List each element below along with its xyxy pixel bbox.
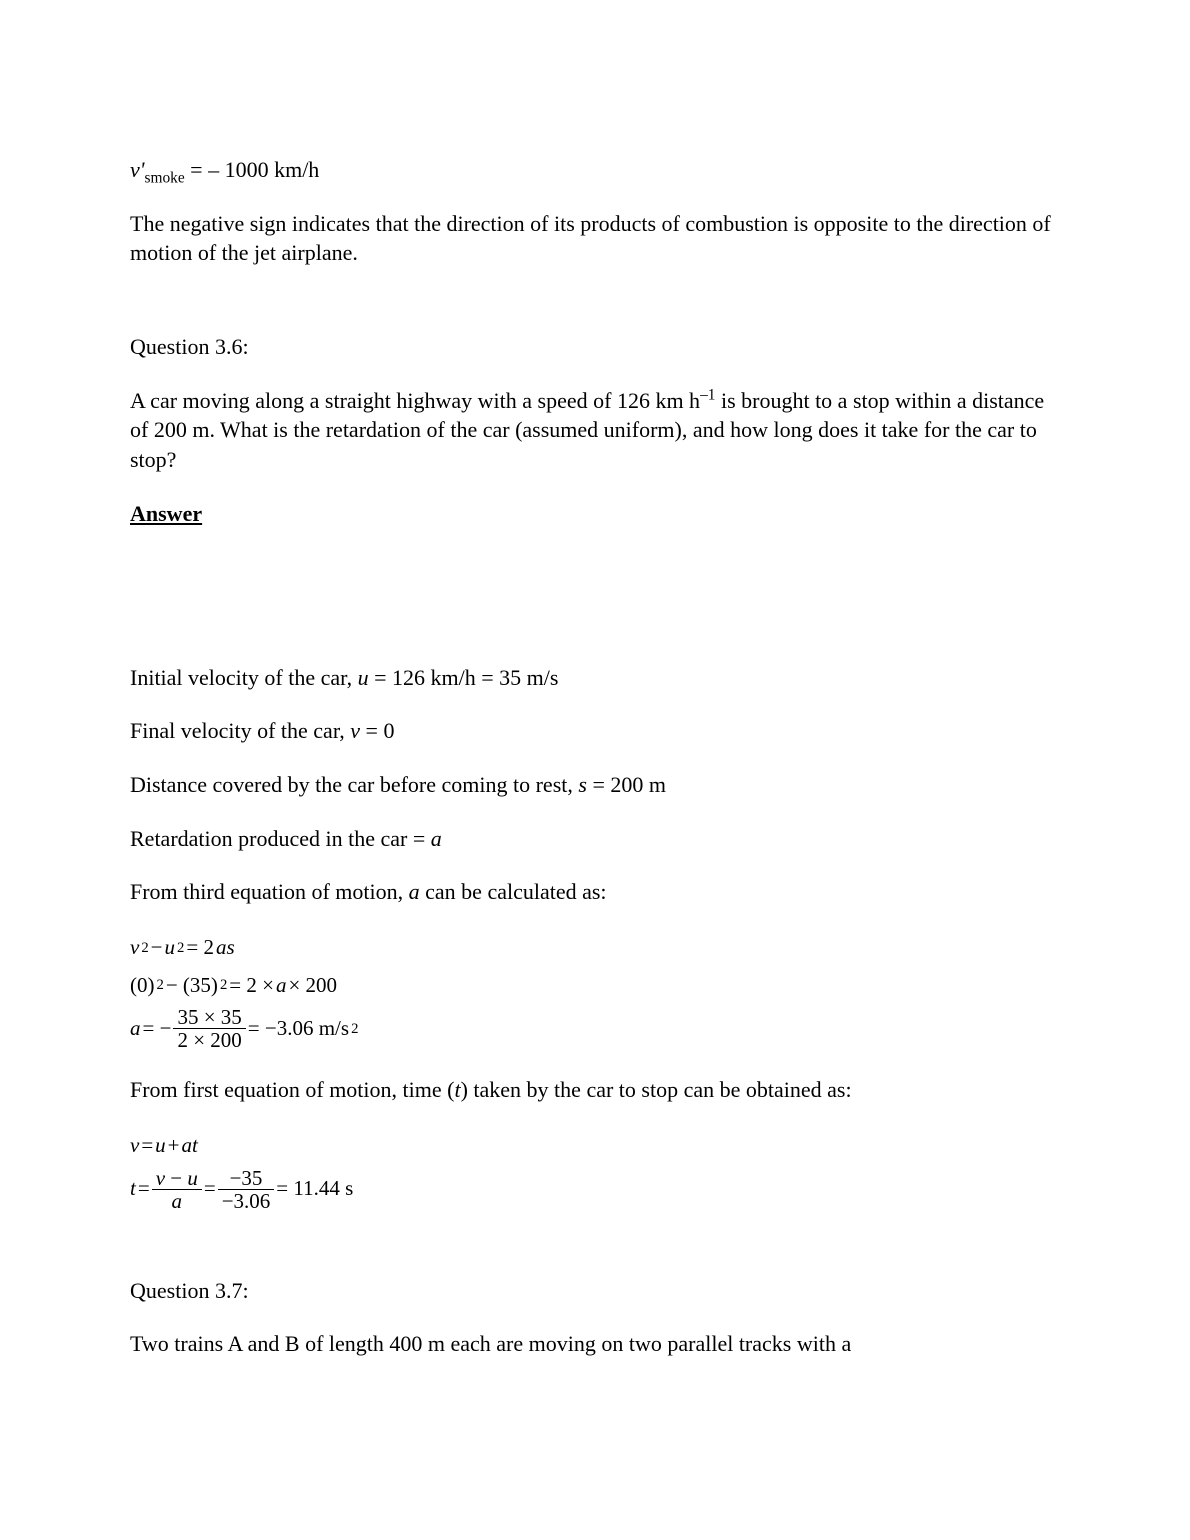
smoke-velocity-equation: v'smoke = – 1000 km/h — [130, 155, 1060, 185]
eq-t-result: t = v − u a = −35 −3.06 = 11.44 s — [130, 1167, 1060, 1212]
answer-label: Answer — [130, 499, 1060, 529]
question-3-7-title: Question 3.7: — [130, 1276, 1060, 1306]
equation-block-2: v = u + at t = v − u a = −35 −3.06 = 11.… — [130, 1129, 1060, 1212]
initial-velocity-line: Initial velocity of the car, u = 126 km/… — [130, 663, 1060, 693]
question-3-6-title: Question 3.6: — [130, 332, 1060, 362]
smoke-var: v' — [130, 157, 144, 182]
smoke-sub: smoke — [144, 169, 184, 186]
eq-numeric-substitution: (0)2 − (35)2 = 2 × a × 200 — [130, 969, 1060, 1003]
distance-line: Distance covered by the car before comin… — [130, 770, 1060, 800]
final-velocity-line: Final velocity of the car, v = 0 — [130, 716, 1060, 746]
smoke-explanation: The negative sign indicates that the dir… — [130, 209, 1060, 268]
eq-v-u-at: v = u + at — [130, 1129, 1060, 1163]
eq-v2-u2: v2 − u2 = 2as — [130, 931, 1060, 965]
smoke-rhs: = – 1000 km/h — [190, 157, 319, 182]
equation-block-1: v2 − u2 = 2as (0)2 − (35)2 = 2 × a × 200… — [130, 931, 1060, 1051]
question-3-7-text: Two trains A and B of length 400 m each … — [130, 1329, 1060, 1359]
eq-a-result: a = − 35 × 35 2 × 200 = −3.06 m/s2 — [130, 1006, 1060, 1051]
retardation-line: Retardation produced in the car = a — [130, 824, 1060, 854]
first-eq-intro: From first equation of motion, time (t) … — [130, 1075, 1060, 1105]
question-3-6-text: A car moving along a straight highway wi… — [130, 386, 1060, 475]
third-eq-intro: From third equation of motion, a can be … — [130, 877, 1060, 907]
